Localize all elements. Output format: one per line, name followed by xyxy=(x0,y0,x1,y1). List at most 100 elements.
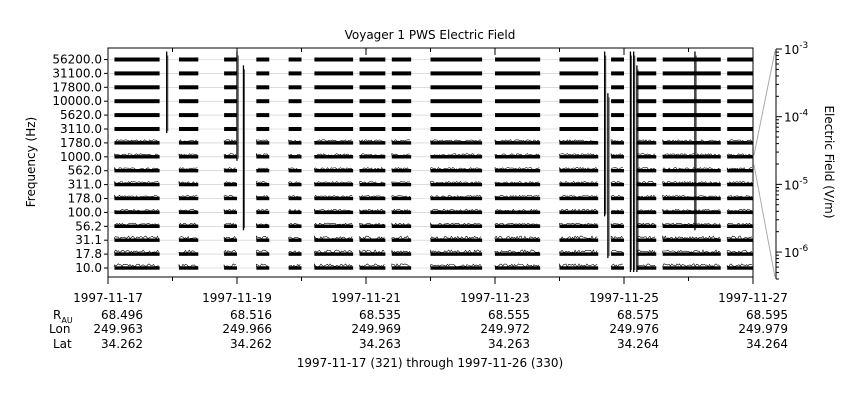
channel-trace xyxy=(495,127,541,131)
channel-trace xyxy=(314,71,354,76)
channel-noise xyxy=(359,181,385,184)
channel-noise xyxy=(314,235,353,240)
channel-trace xyxy=(611,252,624,256)
channel-trace xyxy=(611,182,624,187)
channel-trace xyxy=(430,155,483,159)
channel-noise xyxy=(430,153,482,157)
channel-noise xyxy=(391,208,411,212)
channel-trace xyxy=(114,238,160,242)
channel-trace xyxy=(636,252,657,256)
channel-noise xyxy=(314,139,353,143)
channel-noise xyxy=(559,208,598,212)
channel-noise xyxy=(359,222,385,226)
channel-noise xyxy=(430,194,482,198)
channel-trace xyxy=(430,210,483,215)
electric-field-axis: 10-3 10-4 10-5 10-6 xyxy=(753,41,809,280)
y-tick-label: 3110.0 xyxy=(60,122,102,136)
channel-noise xyxy=(559,153,598,157)
channel-noise xyxy=(662,249,721,254)
channel-noise xyxy=(178,222,198,226)
channel-trace xyxy=(256,141,270,145)
y-tick-label: 10.0 xyxy=(75,261,102,275)
x-tick-label: 1997-11-17 xyxy=(73,291,143,305)
channel-noise xyxy=(662,180,721,185)
channel-noise xyxy=(178,139,198,143)
channel-trace xyxy=(178,210,199,215)
channel-trace xyxy=(256,266,270,270)
channel-noise xyxy=(430,222,482,226)
channel-trace xyxy=(611,169,624,173)
x-tick-label: 1997-11-21 xyxy=(331,291,401,305)
channel-trace xyxy=(391,238,412,242)
channel-noise xyxy=(256,167,269,170)
channel-trace xyxy=(662,252,721,256)
channel-trace xyxy=(288,57,302,62)
channel-trace xyxy=(224,99,237,104)
channel-noise xyxy=(114,180,159,184)
channel-trace xyxy=(359,210,386,215)
channel-trace xyxy=(314,210,354,215)
channel-noise xyxy=(391,167,411,171)
channel-trace xyxy=(288,169,302,173)
channel-trace xyxy=(611,196,624,201)
channel-trace xyxy=(559,169,599,173)
channel-noise xyxy=(223,263,236,268)
channel-noise xyxy=(636,139,656,143)
channel-trace xyxy=(611,57,624,62)
channel-trace xyxy=(256,238,270,242)
channel-noise xyxy=(726,195,753,198)
channel-noise xyxy=(726,263,753,268)
channel-trace xyxy=(114,252,160,256)
channel-trace xyxy=(495,99,541,104)
y-tick-label: 562.0 xyxy=(68,164,102,178)
channel-noise xyxy=(178,209,198,212)
channel-noise xyxy=(726,139,753,142)
channel-trace xyxy=(727,155,753,159)
channel-trace xyxy=(727,169,753,173)
colorbar-tick-label: 10-3 xyxy=(784,41,808,57)
channel-trace xyxy=(495,196,541,201)
channel-noise xyxy=(726,153,752,156)
date-range-caption: 1997-11-17 (321) through 1997-11-26 (330… xyxy=(297,356,563,370)
x-tick-label: 1997-11-19 xyxy=(202,291,272,305)
channel-trace xyxy=(430,127,483,131)
ephemeris-label-r-sub: AU xyxy=(61,316,72,325)
channel-traces xyxy=(114,51,753,272)
channel-trace xyxy=(391,210,412,215)
channel-noise xyxy=(256,139,269,143)
ephemeris-table: RAULonLat1997-11-1768.496249.96334.26219… xyxy=(49,291,788,351)
channel-trace xyxy=(256,113,270,118)
channel-trace xyxy=(559,210,599,215)
channel-noise xyxy=(430,235,482,240)
channel-noise xyxy=(610,194,623,198)
channel-trace xyxy=(114,113,160,118)
channel-trace xyxy=(314,196,354,201)
channel-trace xyxy=(495,71,541,76)
channel-trace xyxy=(359,57,386,62)
channel-trace xyxy=(662,182,721,187)
channel-trace xyxy=(391,113,412,118)
channel-noise xyxy=(636,167,656,171)
channel-trace xyxy=(559,196,599,201)
channel-noise xyxy=(726,249,753,254)
channel-noise xyxy=(430,263,482,268)
channel-trace xyxy=(288,141,302,145)
channel-noise xyxy=(359,263,385,268)
channel-trace xyxy=(636,182,657,187)
channel-trace xyxy=(256,99,270,104)
channel-trace xyxy=(256,71,270,76)
channel-trace xyxy=(178,238,199,242)
channel-noise xyxy=(494,235,540,240)
channel-trace xyxy=(727,113,753,118)
channel-trace xyxy=(559,266,599,270)
channel-noise xyxy=(314,167,353,171)
channel-trace xyxy=(224,85,237,90)
channel-trace xyxy=(359,155,386,159)
ephemeris-lon-value: 249.963 xyxy=(93,322,143,336)
channel-trace xyxy=(314,252,354,256)
channel-noise xyxy=(288,139,301,143)
channel-noise xyxy=(178,180,198,184)
channel-noise xyxy=(314,181,353,184)
channel-noise xyxy=(314,263,353,268)
channel-trace xyxy=(391,182,412,187)
